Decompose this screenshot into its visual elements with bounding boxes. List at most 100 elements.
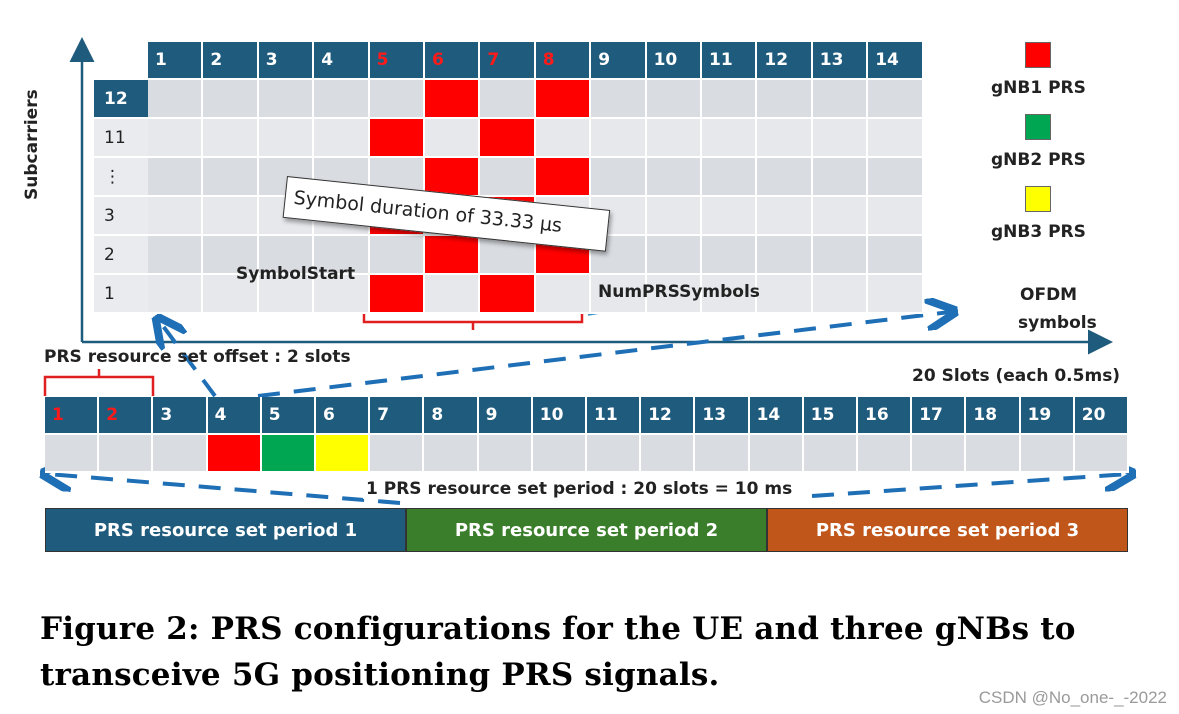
ofdm-label: OFDM: [1020, 285, 1078, 305]
symbol-header-12: 12: [757, 42, 813, 78]
grid-cell: [314, 119, 370, 158]
grid-cell: [757, 275, 813, 314]
slot-cell-9: [478, 435, 533, 473]
grid-cell: [702, 80, 758, 119]
slot-header-13: 13: [695, 397, 750, 433]
slot-cell-16: [858, 435, 913, 473]
slot-cell-18: [966, 435, 1021, 473]
legend-label-2: gNB2 PRS: [991, 150, 1086, 170]
grid-cell: [646, 119, 702, 158]
grid-cell: [646, 80, 702, 119]
grid-cell: [425, 275, 481, 314]
grid-cell: [868, 119, 924, 158]
slot-cell-17: [912, 435, 967, 473]
slot-cell-14: [749, 435, 804, 473]
zoom-line-left: [160, 322, 217, 398]
grid-cell: [812, 197, 869, 236]
symbol-header-6: 6: [425, 42, 481, 78]
grid-cell: [868, 80, 924, 119]
grid-cell: [148, 80, 204, 119]
slot-header-1: 1: [45, 397, 100, 433]
grid-cell: [868, 275, 924, 314]
symbol-header-5: 5: [369, 42, 425, 78]
slot-header-20: 20: [1074, 397, 1129, 433]
grid-cell: [702, 119, 758, 158]
grid-cell: [757, 197, 813, 236]
grid-cell: [757, 119, 813, 158]
grid-cell: [258, 236, 315, 275]
slot-cell-8: [424, 435, 479, 473]
slot-header-9: 9: [478, 397, 533, 433]
grid-cell: [258, 80, 315, 119]
slot-header-7: 7: [370, 397, 425, 433]
grid-cell: [702, 236, 758, 275]
slot-header-17: 17: [912, 397, 967, 433]
slot-header-3: 3: [153, 397, 208, 433]
subcarrier-label-0: 12: [94, 80, 148, 119]
grid-cell: [425, 119, 481, 158]
slot-header-2: 2: [99, 397, 154, 433]
grid-cell: [203, 236, 259, 275]
slot-header-19: 19: [1020, 397, 1075, 433]
subcarrier-label-3: 3: [94, 197, 148, 236]
grid-cell: [148, 236, 204, 275]
slot-header-10: 10: [532, 397, 587, 433]
grid-cell: [314, 236, 370, 275]
slot-header-14: 14: [749, 397, 804, 433]
legend-label-1: gNB1 PRS: [991, 78, 1086, 98]
grid-cell: [868, 197, 924, 236]
legend-swatch-2: [1025, 114, 1051, 140]
legend-swatch-1: [1025, 42, 1051, 68]
slot-cell-5: [261, 435, 316, 473]
grid-cell: [702, 197, 758, 236]
grid-cell: [812, 80, 869, 119]
grid-cell: [591, 275, 647, 314]
slot-cell-10: [532, 435, 587, 473]
grid-cell: [203, 119, 259, 158]
grid-cell: [702, 158, 758, 197]
symbol-header-1: 1: [148, 42, 204, 78]
zoom-line-right: [257, 312, 950, 398]
grid-cell: [757, 80, 813, 119]
offset-label: PRS resource set offset : 2 slots: [44, 347, 351, 367]
slot-cell-1: [45, 435, 100, 473]
grid-cell: [868, 236, 924, 275]
grid-cell: [425, 236, 481, 275]
symbol-start-label: SymbolStart: [236, 264, 356, 284]
grid-cell: [203, 80, 259, 119]
slot-cell-15: [803, 435, 858, 473]
grid-cell: [535, 158, 592, 197]
grid-cell: [148, 275, 204, 314]
grid-cell: [757, 236, 813, 275]
slot-cell-7: [370, 435, 425, 473]
slot-header-16: 16: [858, 397, 913, 433]
grid-cell: [314, 275, 370, 314]
grid-cell: [480, 158, 536, 197]
symbol-header-8: 8: [535, 42, 592, 78]
grid-cell: [535, 275, 592, 314]
grid-cell: [480, 119, 536, 158]
legend-label-3: gNB3 PRS: [991, 222, 1086, 242]
grid-cell: [369, 236, 425, 275]
grid-cell: [646, 275, 702, 314]
symbol-header-13: 13: [812, 42, 869, 78]
slot-cell-3: [153, 435, 208, 473]
symbol-header-9: 9: [591, 42, 647, 78]
slot-cell-20: [1074, 435, 1129, 473]
grid-cell: [757, 158, 813, 197]
symbol-header-14: 14: [868, 42, 924, 78]
symbol-bracket: [362, 312, 584, 330]
grid-cell: [369, 80, 425, 119]
y-axis-label: Subcarriers: [22, 89, 42, 200]
grid-cell: [203, 158, 259, 197]
slot-header-5: 5: [261, 397, 316, 433]
figure-caption-line2: transceive 5G positioning PRS signals.: [40, 657, 720, 693]
symbol-header-7: 7: [480, 42, 536, 78]
slot-cell-4: [207, 435, 262, 473]
subcarrier-label-5: 1: [94, 275, 148, 314]
grid-cell: [646, 236, 702, 275]
period-block-2: PRS resource set period 2: [406, 508, 767, 552]
symbol-header-2: 2: [203, 42, 259, 78]
slot-header-15: 15: [803, 397, 858, 433]
